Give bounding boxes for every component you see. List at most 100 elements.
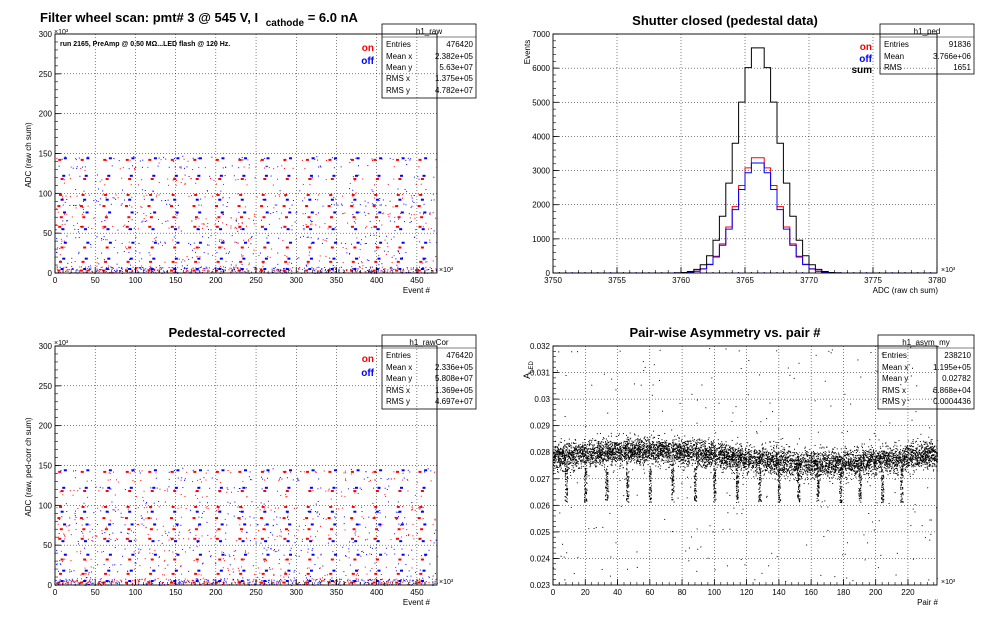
scatter-point xyxy=(789,463,790,464)
plateau-off xyxy=(287,258,290,260)
scatter-point xyxy=(435,530,436,531)
scatter-point xyxy=(379,581,380,582)
scatter-point xyxy=(405,160,406,161)
scatter-point xyxy=(104,236,105,237)
plateau-on xyxy=(151,178,154,180)
plateau-off xyxy=(175,570,178,572)
scatter-point xyxy=(110,520,111,521)
scatter-point xyxy=(423,226,424,227)
scatter-point xyxy=(413,583,414,584)
plateau-on xyxy=(283,205,286,207)
plateau-on xyxy=(286,178,289,180)
plateau-off xyxy=(86,242,89,244)
scatter-point xyxy=(310,220,311,221)
plateau-on xyxy=(240,528,243,530)
scatter-point xyxy=(410,217,411,218)
scatter-point xyxy=(253,267,254,268)
scatter-point xyxy=(286,496,287,497)
scatter-point xyxy=(830,473,831,474)
scatter-point xyxy=(274,549,275,550)
scatter-point xyxy=(207,244,208,245)
scatter-point xyxy=(314,564,315,565)
scatter-point xyxy=(433,194,434,195)
scatter-point xyxy=(78,229,79,230)
y-tick-label: 6000 xyxy=(532,64,550,73)
scatter-point xyxy=(259,271,260,272)
scatter-point xyxy=(385,240,386,241)
scatter-point xyxy=(336,203,337,204)
scatter-point xyxy=(154,238,155,239)
scatter-point xyxy=(394,217,395,218)
scatter-point xyxy=(96,487,97,488)
scatter-point xyxy=(369,269,370,270)
x-tick-label: 50 xyxy=(91,276,100,285)
scatter-point xyxy=(198,158,199,159)
plateau-off xyxy=(197,487,200,489)
scatter-point xyxy=(357,550,358,551)
plateau-off xyxy=(83,268,86,270)
scatter-point xyxy=(85,166,86,167)
scatter-point xyxy=(150,567,151,568)
scatter-point xyxy=(420,570,421,571)
scatter-point xyxy=(380,512,381,513)
scatter-point xyxy=(372,267,373,268)
scatter-point xyxy=(352,268,353,269)
scatter-point xyxy=(154,503,155,504)
scatter-point xyxy=(318,501,319,502)
plateau-off xyxy=(331,511,334,513)
scatter-point xyxy=(74,519,75,520)
scatter-point xyxy=(187,270,188,271)
scatter-point xyxy=(142,221,143,222)
plateau-off xyxy=(353,199,356,201)
plateau-off xyxy=(61,511,64,513)
scatter-point xyxy=(303,228,304,229)
scatter-point xyxy=(327,574,328,575)
scatter-point xyxy=(386,548,387,549)
scatter-point xyxy=(188,196,189,197)
scatter-point xyxy=(89,572,90,573)
scatter-point xyxy=(96,535,97,536)
plateau-off xyxy=(83,199,86,201)
scatter-point xyxy=(404,517,405,518)
scatter-point xyxy=(311,509,312,510)
scatter-point xyxy=(76,523,77,524)
scatter-point xyxy=(151,518,152,519)
scatter-point xyxy=(222,269,223,270)
scatter-point xyxy=(417,176,418,177)
scatter-point xyxy=(106,160,107,161)
scatter-point xyxy=(206,473,207,474)
scatter-point xyxy=(208,582,209,583)
scatter-point xyxy=(71,258,72,259)
scatter-point xyxy=(247,579,248,580)
scatter-point xyxy=(419,581,420,582)
scatter-point xyxy=(164,262,165,263)
scatter-point xyxy=(273,519,274,520)
scatter-point xyxy=(83,209,84,210)
scatter-point xyxy=(79,267,80,268)
scatter-point xyxy=(175,519,176,520)
scatter-point xyxy=(56,580,57,581)
scatter-point xyxy=(234,501,235,502)
scatter-point xyxy=(365,471,366,472)
plateau-off xyxy=(218,199,221,201)
scatter-point xyxy=(75,513,76,514)
scatter-point xyxy=(179,226,180,227)
scatter-point xyxy=(405,204,406,205)
plateau-off xyxy=(221,242,224,244)
plateau-off xyxy=(107,487,110,489)
scatter-point xyxy=(315,580,316,581)
scatter-point xyxy=(146,583,147,584)
scatter-point xyxy=(371,270,372,271)
scatter-point xyxy=(110,267,111,268)
scatter-point xyxy=(74,582,75,583)
scatter-point xyxy=(930,464,931,465)
scatter-point xyxy=(829,458,830,459)
plateau-off xyxy=(198,523,201,525)
scatter-point xyxy=(97,258,98,259)
plateau-off xyxy=(332,228,335,230)
plateau-on xyxy=(102,270,105,272)
scatter-point xyxy=(70,560,71,561)
scatter-point xyxy=(428,229,429,230)
scatter-point xyxy=(70,196,71,197)
scatter-point xyxy=(184,496,185,497)
